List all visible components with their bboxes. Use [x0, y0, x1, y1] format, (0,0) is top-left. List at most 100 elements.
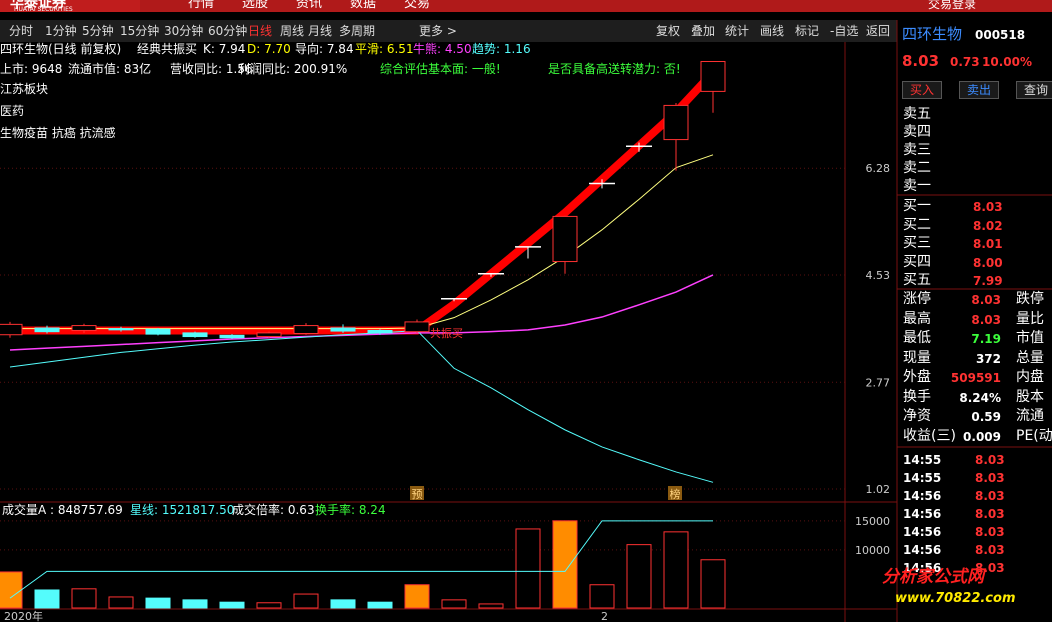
- tick-time: 14:56: [903, 543, 942, 557]
- stat-value: 372: [975, 351, 1001, 366]
- bid-label: 买五: [903, 272, 931, 288]
- tool-button[interactable]: 标记: [795, 24, 820, 38]
- stock-name: 四环生物: [902, 25, 963, 43]
- tick-time: 14:55: [903, 471, 942, 485]
- volume-stat: 换手率: 8.24: [315, 503, 386, 517]
- tick-time: 14:56: [903, 561, 942, 575]
- assessment: 综合评估基本面: 一般!: [380, 62, 501, 76]
- logo-bg: [0, 0, 140, 12]
- bid-label: 买二: [903, 216, 931, 233]
- tool-button[interactable]: 叠加: [691, 24, 716, 38]
- volume-bar: [256, 602, 282, 609]
- period-tab[interactable]: 1分钟: [45, 24, 77, 38]
- period-tab[interactable]: 15分钟: [120, 24, 160, 38]
- menu-item[interactable]: 资讯: [296, 0, 323, 11]
- period-tab[interactable]: 多周期: [339, 24, 376, 38]
- y-tick-label: 2.77: [866, 376, 891, 389]
- stat-label: 换手: [903, 388, 931, 405]
- candle-body: [367, 329, 393, 334]
- volume-stat: 成交倍率: 0.63: [232, 503, 315, 517]
- period-tab[interactable]: 分时: [9, 24, 34, 38]
- volume-bar: [0, 571, 23, 609]
- watermark-url: www.70822.com: [895, 591, 1016, 606]
- top-bar: [0, 0, 1052, 12]
- stat-label: PE(动: [1016, 427, 1052, 444]
- volume-bar: [34, 589, 60, 609]
- volume-bar: [626, 544, 652, 609]
- tool-button[interactable]: -自选: [830, 24, 859, 38]
- change: 0.73: [950, 55, 980, 69]
- tool-button[interactable]: 返回: [866, 24, 891, 38]
- volume-bar: [404, 584, 430, 609]
- signal-label: 共振买: [430, 326, 463, 340]
- period-tab[interactable]: 60分钟: [208, 24, 248, 38]
- toolbar-bg: [0, 20, 897, 42]
- trade-button[interactable]: 买入: [902, 81, 943, 99]
- candle-body: [256, 332, 282, 338]
- volume-bar: [478, 603, 504, 609]
- ask-label: 卖二: [903, 160, 931, 176]
- tick-price: 8.03: [975, 543, 1005, 557]
- bid-price: 8.03: [973, 200, 1003, 214]
- marker: 预: [412, 488, 423, 501]
- tool-button[interactable]: 画线: [760, 24, 785, 38]
- stock-code: 000518: [975, 28, 1026, 42]
- tick-time: 14:56: [903, 489, 942, 503]
- stat-label: 最高: [903, 310, 931, 327]
- tool-button[interactable]: 复权: [656, 24, 681, 38]
- candle-body: [552, 215, 578, 263]
- volume-bar: [219, 601, 245, 609]
- volume-bar: [441, 599, 467, 609]
- candle-body: [71, 325, 97, 331]
- candle-body: [663, 104, 689, 141]
- fundamental: 上市: 9648: [0, 62, 63, 76]
- period-tab[interactable]: 5分钟: [82, 24, 114, 38]
- indicator-value: K: 7.94: [203, 42, 246, 56]
- period-tab[interactable]: 30分钟: [164, 24, 204, 38]
- period-tab[interactable]: 周线: [280, 24, 305, 38]
- candle-body: [0, 323, 23, 336]
- ma-line: [10, 154, 714, 330]
- stat-label: 流通: [1016, 408, 1044, 424]
- y-tick-label: 6.28: [866, 162, 891, 175]
- candle-body: [182, 332, 208, 338]
- tick-price: 8.03: [975, 489, 1005, 503]
- stat-value: 7.19: [971, 332, 1001, 346]
- trade-button[interactable]: 卖出: [959, 81, 1000, 99]
- stat-value: 0.009: [963, 429, 1001, 444]
- volume-bar: [552, 520, 578, 609]
- stat-label: 内盘: [1016, 369, 1044, 385]
- logo: 华泰证券: [10, 0, 66, 11]
- period-tab[interactable]: 月线: [308, 24, 333, 38]
- bid-price: 8.01: [973, 237, 1003, 251]
- tool-button[interactable]: 统计: [725, 24, 750, 38]
- tick-price: 8.03: [975, 507, 1005, 521]
- menu-item[interactable]: 选股: [242, 0, 269, 11]
- menu-item[interactable]: 行情: [188, 0, 215, 11]
- marker: 榜: [670, 487, 681, 501]
- trade-button[interactable]: 查询: [1016, 81, 1052, 99]
- candle-body: [34, 327, 60, 333]
- login[interactable]: 交易登录: [928, 0, 977, 11]
- menu-item[interactable]: 数据: [350, 0, 377, 11]
- indicator-value: 平滑: 6.51: [355, 42, 414, 56]
- watermark: 分析家公式网: [882, 567, 984, 587]
- fundamental: 流通市值: 83亿: [68, 62, 152, 76]
- change-pct: 10.00%: [982, 55, 1032, 69]
- ma-line: [9, 329, 714, 483]
- candle-body: [700, 61, 726, 92]
- volume-bar: [663, 531, 689, 609]
- stat-value: 8.24%: [959, 390, 1001, 405]
- tag: 江苏板块: [0, 82, 49, 96]
- volume-bar: [700, 559, 726, 609]
- period-tab[interactable]: 日线: [248, 24, 273, 38]
- bid-price: 8.00: [973, 255, 1003, 270]
- ask-label: 卖五: [903, 106, 931, 122]
- indicator-value: 四环生物(日线 前复权): [0, 42, 122, 56]
- tick-price: 8.03: [975, 561, 1005, 575]
- menu-item[interactable]: 交易: [404, 0, 431, 11]
- stat-label: 市值: [1016, 330, 1044, 346]
- period-tab[interactable]: 更多 >: [419, 24, 457, 38]
